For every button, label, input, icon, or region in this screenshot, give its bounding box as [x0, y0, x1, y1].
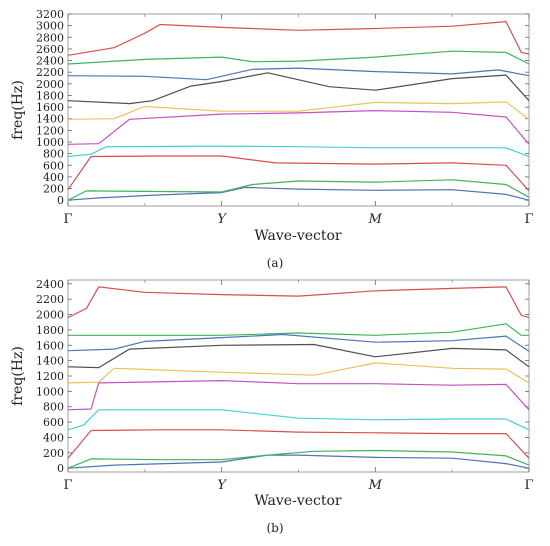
y-tick-label: 2400 — [36, 278, 64, 291]
y-tick-label: 1800 — [36, 89, 64, 102]
x-tick-label: Γ — [63, 212, 72, 227]
series-group-a — [67, 21, 530, 201]
y-tick-label: 400 — [43, 171, 64, 184]
y-tick-label: 600 — [43, 416, 64, 429]
caption-b: (b) — [266, 521, 283, 535]
y-tick-label: 1600 — [36, 339, 64, 352]
x-tick-label: Γ — [63, 478, 72, 493]
band-line-3 — [67, 155, 530, 192]
y-tick-label: 800 — [43, 401, 64, 414]
y-tick-label: 1400 — [36, 355, 64, 368]
band-line-3 — [67, 429, 530, 459]
x-axis-label-b: Wave-vector — [254, 493, 342, 509]
y-axis-label-a: freq(Hz) — [10, 80, 26, 140]
band-line-6 — [67, 101, 530, 120]
y-tick-label: 200 — [43, 183, 64, 196]
y-tick-label: 1400 — [36, 113, 64, 126]
y-tick-label: 2800 — [36, 31, 64, 44]
y-tick-label: 0 — [57, 462, 64, 475]
plot-area-b — [67, 279, 530, 473]
band-line-5 — [67, 109, 530, 145]
band-line-4 — [67, 145, 530, 158]
band-line-8 — [67, 67, 530, 81]
y-tick-label: 2200 — [36, 66, 64, 79]
x-axis-label-a: Wave-vector — [254, 228, 342, 244]
x-tick-label: Γ — [524, 478, 533, 493]
y-tick-label: 400 — [43, 431, 64, 444]
band-line-10 — [67, 286, 530, 319]
y-tick-label: 600 — [43, 159, 64, 172]
y-tick-label: 2400 — [36, 55, 64, 68]
y-tick-label: 1800 — [36, 324, 64, 337]
x-tick-label: M — [368, 212, 383, 227]
y-tick-label: 2000 — [36, 309, 64, 322]
caption-a: (a) — [267, 256, 284, 270]
chart-panel-a: 0200400600800100012001400160018002000220… — [10, 8, 534, 270]
band-line-2 — [67, 179, 530, 201]
y-tick-label: 2200 — [36, 293, 64, 306]
band-line-9 — [68, 323, 529, 336]
y-tick-label: 1200 — [36, 370, 64, 383]
y-tick-label: 200 — [43, 447, 64, 460]
band-line-7 — [67, 72, 530, 105]
y-tick-label: 1200 — [36, 124, 64, 137]
y-tick-label: 2000 — [36, 78, 64, 91]
x-tick-label: Γ — [524, 212, 533, 227]
y-axis-label-b: freq(Hz) — [10, 346, 26, 406]
band-line-6 — [67, 362, 530, 384]
y-tick-label: 1000 — [36, 136, 64, 149]
y-tick-label: 800 — [43, 148, 64, 161]
band-line-10 — [67, 21, 530, 56]
x-tick-label: Y — [217, 478, 227, 493]
x-tick-label: Y — [217, 212, 227, 227]
y-tick-label: 2600 — [36, 43, 64, 56]
band-line-1 — [67, 186, 530, 201]
x-tick-label: M — [368, 478, 383, 493]
y-tick-label: 3200 — [36, 8, 64, 21]
band-line-8 — [67, 333, 530, 352]
chart-panel-b: 0 200 400 600 800 1000 1200 1400 1600 1800 2000 220… — [10, 278, 534, 535]
y-axis-ticks-b: 0 200 400 600 800 1000 1200 1400 1600 1800 2000 220… — [36, 278, 529, 475]
y-tick-label: 3000 — [36, 20, 64, 33]
y-axis-ticks-a: 0200400600800100012001400160018002000220… — [36, 8, 529, 207]
band-line-1 — [67, 454, 530, 469]
band-line-4 — [67, 409, 530, 431]
series-group-b — [67, 286, 530, 469]
band-line-7 — [67, 343, 530, 369]
y-tick-label: 1000 — [36, 385, 64, 398]
y-tick-label: 1600 — [36, 101, 64, 114]
band-line-5 — [67, 380, 530, 411]
band-line-2 — [67, 449, 530, 469]
band-line-9 — [67, 50, 530, 65]
y-tick-label: 0 — [57, 194, 64, 207]
